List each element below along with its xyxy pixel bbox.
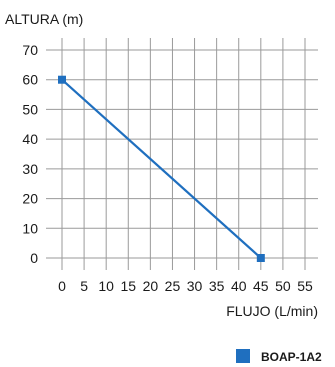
x-tick-label: 40 [231,278,247,294]
x-tick-label: 50 [275,278,291,294]
x-tick-label: 55 [297,278,313,294]
y-axis-ticks: 70 60 50 40 30 20 10 0 [22,42,38,266]
grid [46,38,318,270]
x-tick-label: 10 [98,278,114,294]
x-axis-ticks: 0 5 10 15 20 25 30 35 40 45 50 55 [58,278,313,294]
x-tick-label: 5 [80,278,88,294]
data-point [256,254,265,262]
x-tick-label: 20 [143,278,159,294]
y-tick-label: 70 [22,42,38,58]
y-axis-title: ALTURA (m) [5,11,83,27]
series-line [61,78,262,259]
x-axis-title: FLUJO (L/min) [226,303,318,319]
x-tick-label: 35 [209,278,225,294]
x-tick-label: 25 [165,278,181,294]
y-tick-label: 40 [22,131,38,147]
x-tick-label: 45 [253,278,269,294]
y-tick-label: 30 [22,161,38,177]
y-tick-label: 20 [22,191,38,207]
legend-label: BOAP-1A2 [261,350,322,364]
legend: BOAP-1A2 [236,349,322,364]
y-tick-label: 50 [22,101,38,117]
x-tick-label: 15 [120,278,136,294]
y-tick-label: 60 [22,72,38,88]
x-tick-label: 30 [187,278,203,294]
data-point [58,75,66,84]
x-tick-label: 0 [58,278,66,294]
y-tick-label: 0 [30,250,38,266]
series [58,75,265,262]
y-tick-label: 10 [22,220,38,236]
legend-swatch [236,349,250,363]
